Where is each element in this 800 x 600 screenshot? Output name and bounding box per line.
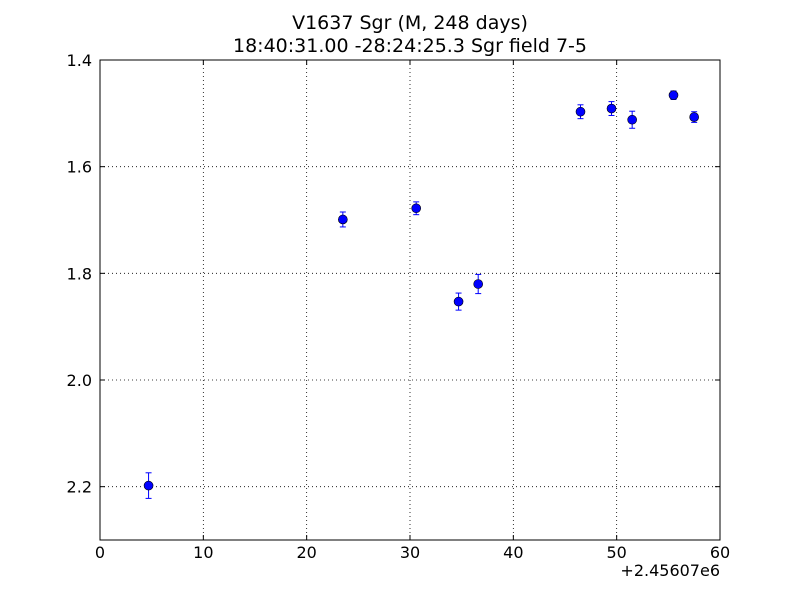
y-tick-label: 1.6 [67,158,92,177]
y-tick-label: 1.4 [67,51,92,70]
data-point [411,203,422,214]
data-layer [143,90,699,499]
data-point [473,279,484,289]
y-tick-label: 2.2 [67,478,92,497]
y-tick-label: 1.8 [67,264,92,283]
grid-layer [100,60,720,540]
y-tick-label: 2.0 [67,371,92,390]
plot-frame [99,59,721,541]
x-tick-label: 30 [400,543,420,562]
tick-layer: 0 10 20 30 40 50 60 1.4 1.6 1.8 2.0 2.2 [67,51,731,562]
data-point [143,480,154,491]
x-offset-label: +2.45607e6 [620,561,720,580]
x-tick-label: 10 [193,543,213,562]
data-point [575,106,586,117]
data-point [338,214,348,225]
data-point [453,296,464,307]
data-point [689,112,699,122]
data-point [668,90,679,100]
data-point [627,114,637,125]
x-tick-label: 20 [296,543,316,562]
chart-title: V1637 Sgr (M, 248 days) [292,12,528,34]
x-tick-label: 40 [503,543,523,562]
x-tick-label: 60 [710,543,730,562]
x-tick-label: 50 [606,543,626,562]
x-tick-label: 0 [95,543,105,562]
chart-subtitle: 18:40:31.00 -28:24:25.3 Sgr field 7-5 [233,35,587,57]
data-point [606,103,617,114]
